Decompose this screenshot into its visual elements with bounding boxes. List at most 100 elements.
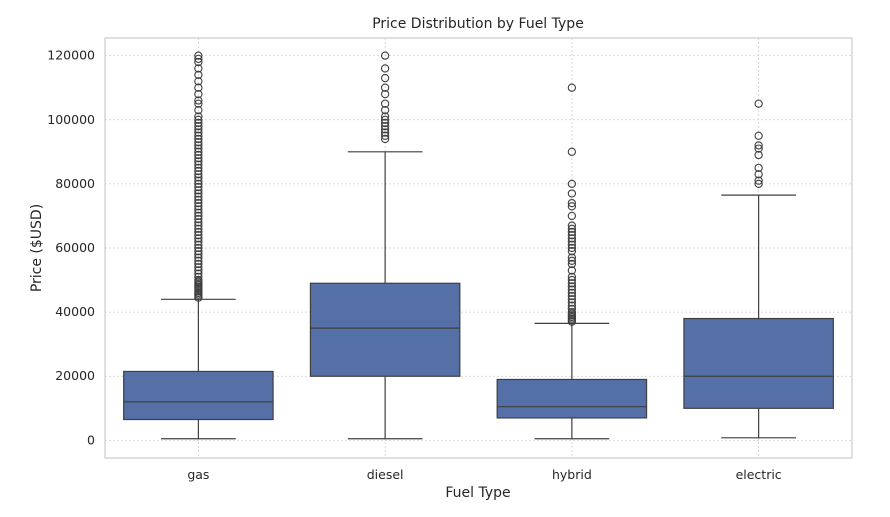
- outlier-point: [194, 234, 203, 243]
- outlier-point: [194, 198, 203, 208]
- outlier-point: [567, 147, 577, 156]
- x-tick-label: hybrid: [552, 467, 592, 482]
- iqr-box: [496, 378, 648, 419]
- outlier-point: [567, 202, 577, 211]
- outlier-point: [380, 131, 390, 140]
- y-tick-label: 60000: [55, 240, 95, 255]
- outlier-point: [567, 237, 577, 246]
- outlier-point: [567, 288, 577, 298]
- outlier-point: [380, 122, 390, 131]
- outlier-point: [194, 231, 203, 240]
- outlier-point: [567, 189, 577, 198]
- tick-layer: 0 20000 40000 60000 80000 100000 120000 gas dies…: [47, 48, 782, 482]
- box-group-diesel: [309, 51, 461, 440]
- outlier-point: [194, 122, 203, 131]
- outlier-point: [194, 186, 203, 195]
- outlier-point: [194, 83, 203, 92]
- outlier-point: [567, 259, 577, 269]
- y-tick-label: 100000: [47, 112, 95, 127]
- outlier-point: [194, 250, 203, 259]
- outlier-point: [194, 118, 203, 128]
- outlier-point: [194, 131, 203, 140]
- outlier-point: [380, 115, 390, 124]
- outlier-point: [194, 211, 203, 221]
- y-tick-label: 120000: [47, 48, 95, 63]
- iqr-box: [309, 282, 461, 377]
- chart-title: Price Distribution by Fuel Type: [372, 16, 584, 32]
- x-tick-label: gas: [187, 467, 209, 482]
- y-axis-label: Price ($USD): [29, 204, 45, 292]
- outlier-point: [567, 285, 577, 294]
- outlier-point: [194, 275, 203, 285]
- outlier-point: [567, 231, 577, 240]
- box-group-electric: [683, 99, 834, 439]
- box-group-hybrid: [496, 83, 648, 440]
- outlier-point: [194, 272, 203, 282]
- outlier-point: [380, 83, 390, 92]
- outlier-point: [380, 99, 390, 108]
- outlier-point: [194, 214, 203, 224]
- iqr-box: [683, 317, 834, 409]
- outlier-point: [194, 96, 203, 105]
- outlier-point: [194, 192, 203, 201]
- outlier-point: [194, 125, 203, 134]
- outlier-point: [194, 51, 203, 60]
- outlier-point: [567, 298, 577, 307]
- outlier-point: [194, 170, 203, 179]
- outlier-point: [194, 54, 203, 63]
- outlier-point: [567, 307, 577, 317]
- outlier-point: [194, 189, 203, 198]
- outlier-point: [567, 179, 577, 189]
- outlier-point: [754, 179, 763, 189]
- outlier-point: [567, 198, 577, 208]
- outlier-point: [380, 134, 390, 144]
- outlier-point: [194, 182, 203, 192]
- outlier-point: [380, 105, 390, 115]
- outlier-point: [380, 51, 390, 60]
- outlier-point: [194, 77, 203, 86]
- outlier-point: [380, 125, 390, 134]
- outlier-point: [194, 150, 203, 160]
- box-group-gas: [123, 51, 274, 440]
- outlier-point: [194, 89, 203, 99]
- outlier-point: [194, 221, 203, 230]
- outlier-point: [194, 176, 203, 185]
- outlier-point: [194, 70, 203, 80]
- outlier-point: [380, 118, 390, 128]
- x-axis-label: Fuel Type: [445, 485, 510, 501]
- outlier-point: [194, 163, 203, 172]
- outlier-point: [567, 243, 577, 253]
- outlier-point: [194, 202, 203, 211]
- outlier-point: [567, 282, 577, 291]
- outlier-point: [567, 272, 577, 282]
- outlier-point: [567, 240, 577, 249]
- outlier-point: [194, 134, 203, 144]
- outlier-point: [567, 266, 577, 275]
- outlier-point: [380, 128, 390, 137]
- outlier-point: [194, 112, 203, 121]
- outlier-point: [567, 304, 577, 314]
- outlier-point: [567, 247, 577, 256]
- outlier-point: [194, 157, 203, 166]
- outlier-point: [567, 224, 577, 233]
- outlier-point: [567, 295, 577, 304]
- outlier-point: [194, 195, 203, 205]
- outlier-point: [194, 247, 203, 256]
- outlier-point: [567, 221, 577, 230]
- outlier-point: [194, 128, 203, 137]
- outlier-point: [194, 237, 203, 246]
- outlier-point: [194, 166, 203, 176]
- outlier-point: [567, 211, 577, 221]
- outlier-point: [754, 131, 763, 140]
- outlier-point: [567, 301, 577, 310]
- y-tick-label: 20000: [55, 368, 95, 383]
- outlier-point: [194, 263, 203, 272]
- y-tick-label: 0: [87, 432, 95, 447]
- outlier-point: [194, 240, 203, 249]
- outlier-point: [754, 163, 763, 172]
- outlier-point: [194, 115, 203, 124]
- outlier-point: [194, 266, 203, 275]
- outlier-point: [194, 141, 203, 150]
- outlier-point: [380, 89, 390, 99]
- outlier-point: [194, 154, 203, 163]
